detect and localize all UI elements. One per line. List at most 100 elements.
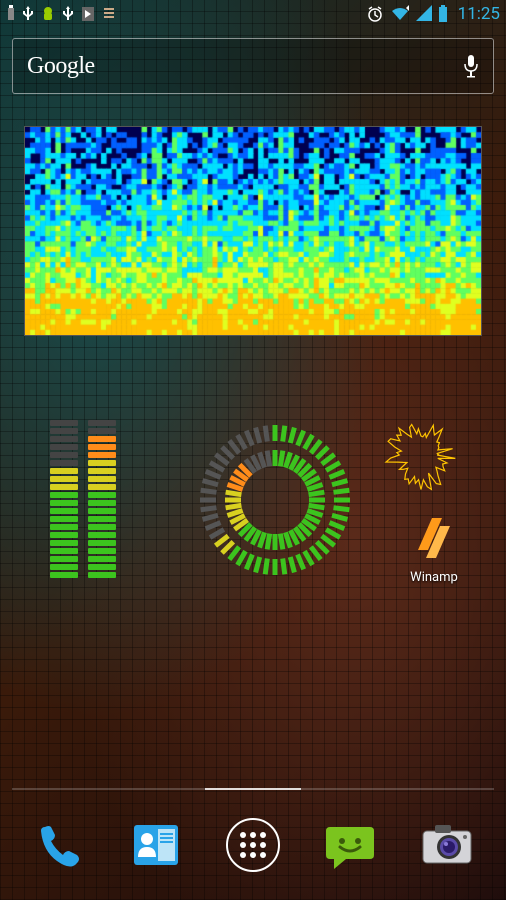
vu-segment [88,500,116,506]
gauge-segment [290,557,294,572]
usb-icon [62,5,74,23]
gauge-segment [307,511,322,516]
vu-segment [50,500,78,506]
vu-segment [88,468,116,474]
vu-segment [88,564,116,570]
battery-icon [438,5,448,23]
vu-segment [50,516,78,522]
status-bar: 11:25 [0,0,506,28]
vu-meter-widget[interactable] [50,420,116,578]
play-store-icon [80,5,96,23]
page-indicator-segment[interactable] [108,788,204,790]
gauge-segment [298,555,304,570]
gauge-segment [201,508,217,510]
vu-segment [88,508,116,514]
vu-right-channel [88,420,116,578]
vu-segment [88,476,116,482]
vu-segment [50,540,78,546]
vu-segment [88,444,116,450]
debug-icon [40,5,56,23]
dock [0,802,506,888]
vu-segment [50,532,78,538]
vu-segment [88,532,116,538]
gauge-segment [222,542,233,553]
dock-messaging[interactable] [317,812,383,878]
gauge-segment [309,492,325,495]
dock-apps[interactable] [220,812,286,878]
spectrogram-widget[interactable] [24,126,482,336]
gauge-segment [333,490,349,492]
vu-segment [88,572,116,578]
vu-segment [50,508,78,514]
dock-camera[interactable] [414,812,480,878]
clock: 11:25 [458,4,500,24]
gauge-segment [203,481,218,485]
mic-icon[interactable] [463,54,479,78]
gauge-segment [267,451,270,467]
winamp-app[interactable]: Winamp [394,510,474,585]
gauge-segment [238,435,246,449]
gauge-segment [260,532,265,547]
vu-segment [50,548,78,554]
vu-segment [88,420,116,426]
gauge-segment [226,505,242,508]
gauge-segment [229,440,239,453]
vu-segment [88,516,116,522]
page-indicator-segment[interactable] [398,788,494,790]
gauge-segment [317,447,328,458]
gauge-segment [280,534,283,550]
gauge-segment [309,505,325,508]
gauge-segment [222,447,233,458]
dock-contacts[interactable] [123,812,189,878]
wifi-icon [390,5,410,23]
gauge-segment [215,536,228,546]
gauge-segment [280,451,283,467]
vu-segment [50,492,78,498]
usb-icon [22,5,34,23]
page-indicator-segment[interactable] [205,788,301,790]
vu-segment [50,452,78,458]
status-left-icons [6,5,116,23]
vu-segment [50,460,78,466]
gauge-segment [332,481,347,485]
search-bar[interactable]: Google [12,38,494,94]
status-right-icons: 11:25 [366,4,500,24]
gauge-segment [260,452,265,467]
gauge-segment [256,428,260,443]
wave-visualizer-widget[interactable] [376,410,466,500]
gauge-segment [326,530,340,538]
gauge-segment [201,490,217,492]
gauge-segment [238,551,246,565]
winamp-icon [406,510,462,566]
gauge-segment [286,452,291,467]
vu-segment [88,492,116,498]
signal-icon [416,5,432,23]
vu-segment [88,556,116,562]
usb-icon [6,5,16,23]
page-indicator-segment[interactable] [12,788,108,790]
gauge-segment [227,511,242,516]
gauge-segment [317,542,328,553]
gauge-segment [203,515,218,519]
wave-path [386,425,455,490]
gauge-segment [286,532,291,547]
alarm-icon [366,5,384,23]
gauge-segment [330,471,345,477]
vu-segment [88,548,116,554]
vu-segment [50,420,78,426]
vu-segment [88,436,116,442]
google-logo: Google [27,53,463,80]
dock-phone[interactable] [26,812,92,878]
gauge-segment [333,508,349,510]
gauge-segment [206,523,221,529]
gauge-segment [305,551,313,565]
gauge-segment [267,534,270,550]
gauge-segment [298,431,304,446]
page-indicator-segment[interactable] [301,788,397,790]
page-indicator[interactable] [12,788,494,790]
circular-meter-widget[interactable] [185,410,365,590]
vu-segment [50,428,78,434]
gauge-segment [332,515,347,519]
vu-segment [88,484,116,490]
vu-segment [88,540,116,546]
